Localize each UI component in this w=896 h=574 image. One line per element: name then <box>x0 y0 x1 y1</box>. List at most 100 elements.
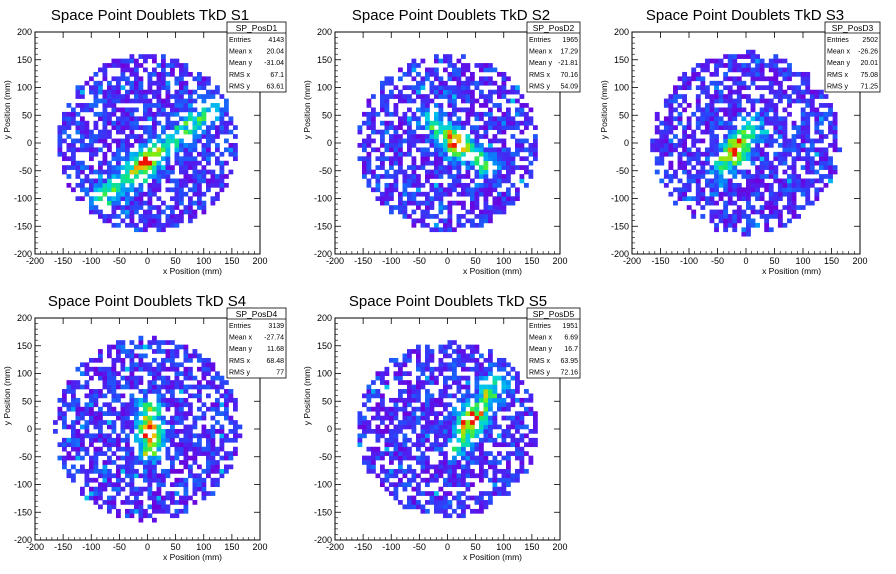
heatmap-cell <box>233 147 238 153</box>
heatmap-cell <box>402 169 408 175</box>
heatmap-cell <box>800 134 806 139</box>
heatmap-cell <box>474 125 480 130</box>
heatmap-cell <box>515 437 520 443</box>
heatmap-cell <box>170 178 175 184</box>
heatmap-cell <box>170 111 175 117</box>
heatmap-cell <box>206 451 211 456</box>
heatmap-cell <box>107 500 112 505</box>
heatmap-cell <box>461 94 466 99</box>
heatmap-cell <box>102 67 108 73</box>
heatmap-cell <box>215 460 220 465</box>
heatmap-cell <box>183 205 189 210</box>
heatmap-cell <box>461 89 466 95</box>
heatmap-cell <box>800 89 806 95</box>
heatmap-cell <box>474 182 480 188</box>
heatmap-cell <box>479 420 484 425</box>
x-tick-label: 150 <box>224 542 239 552</box>
heatmap-cell <box>501 143 507 148</box>
heatmap-cell <box>147 160 153 166</box>
heatmap-cell <box>479 451 484 456</box>
heatmap-cell <box>479 76 484 82</box>
heatmap-cell <box>528 147 534 153</box>
heatmap-cell <box>156 375 162 381</box>
heatmap-cell <box>506 120 511 126</box>
heatmap-cell <box>143 165 148 170</box>
heatmap-cell <box>515 371 520 377</box>
heatmap-cell <box>818 111 824 117</box>
heatmap-cell <box>524 451 529 456</box>
heatmap-cell <box>488 94 493 99</box>
heatmap-cell <box>483 76 489 82</box>
heatmap-cell <box>420 429 426 434</box>
heatmap-cell <box>659 151 665 157</box>
heatmap-cell <box>138 424 144 430</box>
heatmap-cell <box>152 504 157 510</box>
heatmap-cell <box>663 169 669 175</box>
heatmap-cell <box>152 174 157 179</box>
heatmap-cell <box>174 344 180 350</box>
heatmap-cell <box>219 375 225 381</box>
x-tick-label: 150 <box>524 256 539 266</box>
heatmap-cell <box>497 125 502 130</box>
heatmap-cell <box>714 147 719 153</box>
y-tick-label: -200 <box>611 249 629 259</box>
heatmap-cell <box>165 143 171 148</box>
heatmap-cell <box>452 98 457 104</box>
heatmap-cell <box>366 169 372 175</box>
heatmap-cell <box>456 71 462 77</box>
heatmap-cell <box>461 80 466 86</box>
heatmap-cell <box>800 94 806 99</box>
heatmap-cell <box>219 125 225 130</box>
heatmap-cell <box>98 491 103 496</box>
heatmap-cell <box>183 80 189 86</box>
heatmap-cell <box>125 58 130 64</box>
heatmap-cell <box>474 196 480 202</box>
heatmap-cell <box>215 89 220 95</box>
heatmap-cells <box>357 54 538 233</box>
x-tick-label: -150 <box>354 542 372 552</box>
stats-value: 20.01 <box>860 60 878 67</box>
heatmap-cell <box>107 455 112 461</box>
y-tick-label: -50 <box>319 166 332 176</box>
heatmap-cell <box>461 429 466 434</box>
heatmap-cell <box>165 397 171 403</box>
heatmap-cell <box>736 187 742 193</box>
heatmap-cell <box>759 67 765 73</box>
heatmap-cell <box>456 107 462 113</box>
heatmap-cell <box>89 433 94 439</box>
heatmap-cell <box>80 107 85 113</box>
heatmap-cell <box>224 389 229 394</box>
heatmap-cell <box>497 103 502 108</box>
heatmap-cell <box>192 187 198 193</box>
heatmap-cell <box>89 138 94 144</box>
heatmap-cell <box>483 389 489 394</box>
heatmap-cell <box>407 446 412 452</box>
heatmap-cell <box>425 446 430 452</box>
heatmap-cell <box>452 424 457 430</box>
heatmap-cell <box>174 384 180 390</box>
heatmap-cell <box>89 151 94 157</box>
heatmap-cell <box>438 76 444 82</box>
heatmap-cell <box>456 375 462 381</box>
heatmap-cell <box>429 397 435 403</box>
heatmap-cell <box>420 98 426 104</box>
heatmap-cell <box>398 397 403 403</box>
heatmap-cell <box>237 433 243 439</box>
heatmap-cell <box>488 214 493 219</box>
heatmap-cell <box>805 103 811 108</box>
heatmap-cell <box>452 134 457 139</box>
heatmap-cell <box>71 156 76 162</box>
heatmap-cell <box>165 103 171 108</box>
heatmap-cell <box>443 156 448 162</box>
heatmap-cell <box>402 200 408 206</box>
heatmap-cell <box>718 125 724 130</box>
heatmap-cell <box>93 182 99 188</box>
heatmap-cell <box>773 205 779 210</box>
heatmap-cell <box>116 393 121 399</box>
heatmap-cell <box>416 406 421 412</box>
heatmap-cell <box>393 468 399 474</box>
heatmap-cell <box>219 473 225 479</box>
heatmap-cell <box>89 393 94 399</box>
heatmap-cell <box>192 156 198 162</box>
heatmap-cell <box>156 486 162 492</box>
